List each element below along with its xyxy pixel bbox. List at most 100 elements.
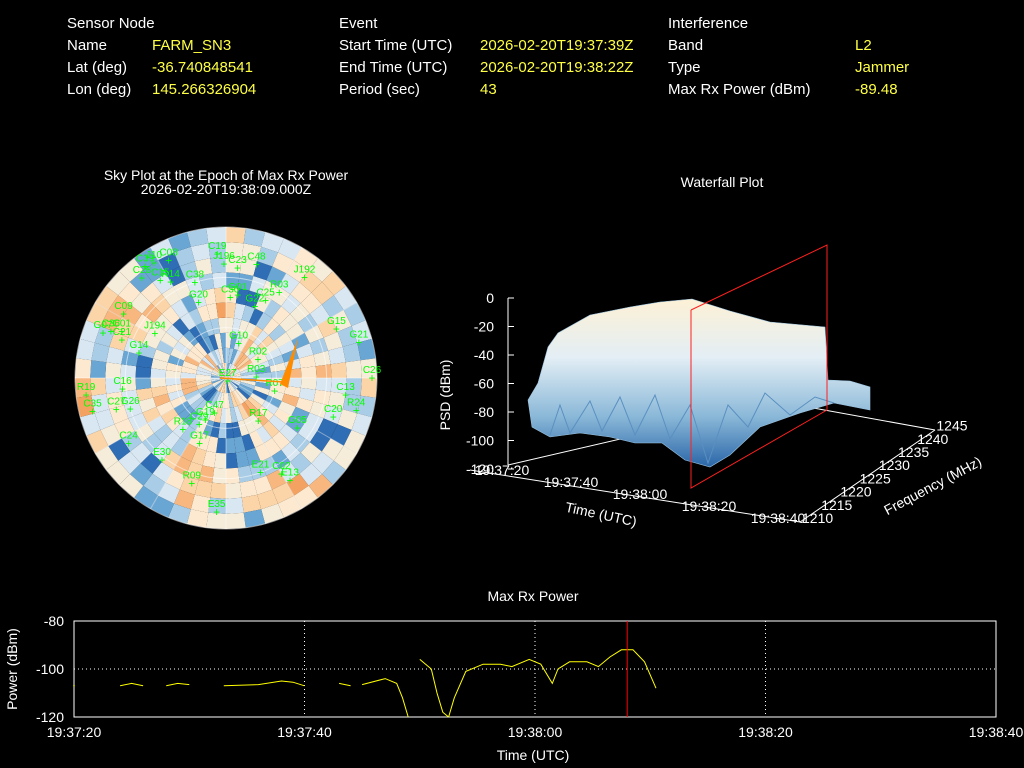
sky-cell xyxy=(178,405,194,421)
sky-cell xyxy=(241,374,257,378)
sky-cell xyxy=(330,378,347,394)
sky-cell xyxy=(76,338,95,361)
sky-cell xyxy=(222,378,226,393)
sky-cell xyxy=(196,370,212,376)
sky-cell xyxy=(194,342,208,357)
lon-label: Lon (deg) xyxy=(67,81,132,98)
sky-cell xyxy=(226,407,232,424)
sky-cell xyxy=(210,421,221,438)
sky-cell xyxy=(257,246,278,267)
sky-cell xyxy=(80,413,101,436)
satellite-marker: + xyxy=(235,336,242,350)
sky-cell xyxy=(129,463,153,486)
sky-cell xyxy=(194,258,213,276)
sky-cell xyxy=(197,305,211,323)
sky-cell xyxy=(250,350,266,363)
sky-cell xyxy=(330,362,347,378)
sky-cell xyxy=(214,348,223,364)
satellite-marker: + xyxy=(257,466,264,480)
satellite-label: C15 xyxy=(151,268,170,279)
sky-cell xyxy=(252,355,268,367)
satellite-label: C25 xyxy=(256,287,275,298)
satellite-marker: + xyxy=(107,325,114,339)
sky-cell xyxy=(311,281,334,305)
sky-cell xyxy=(233,436,246,453)
sky-cell xyxy=(109,331,129,351)
sky-cell xyxy=(261,232,284,253)
sky-cell xyxy=(183,410,199,426)
sky-cell xyxy=(321,438,344,461)
satellite-label: C21 xyxy=(113,327,132,338)
sky-cell xyxy=(309,401,329,419)
satellite-label: G20 xyxy=(189,289,208,300)
satellite-label: G26 xyxy=(121,396,140,407)
sky-cell xyxy=(185,461,203,481)
sky-cell xyxy=(226,376,242,378)
satellite-marker: + xyxy=(135,346,142,360)
series-line xyxy=(361,678,409,718)
sky-cell xyxy=(166,324,184,342)
sky-cell xyxy=(226,378,240,386)
sky-cell xyxy=(226,378,230,393)
sky-cell xyxy=(119,474,144,498)
satellite-label: C16 xyxy=(113,376,132,387)
sky-cell xyxy=(194,399,208,414)
satellite-marker: + xyxy=(220,257,227,271)
sky-cell xyxy=(207,390,219,405)
sky-cell xyxy=(212,378,226,386)
sky-cell xyxy=(214,367,226,378)
sky-cell xyxy=(100,424,122,446)
sky-cell xyxy=(226,363,230,378)
sky-cell xyxy=(263,437,282,457)
sky-cell xyxy=(315,378,332,392)
sky-cell xyxy=(165,469,186,490)
sky-cell xyxy=(293,247,318,271)
sky-spoke xyxy=(225,302,358,379)
y-tick-label: 1245 xyxy=(936,418,967,434)
satellite-label: R03 xyxy=(270,280,289,291)
satellite-label: R03 xyxy=(247,364,266,375)
sky-cell xyxy=(185,275,203,295)
sky-cell xyxy=(241,338,254,354)
sky-cell xyxy=(184,355,200,367)
line-chart-xlabel: Time (UTC) xyxy=(497,747,570,763)
sky-cell xyxy=(158,482,180,504)
sky-cell xyxy=(121,304,143,326)
sky-cell xyxy=(170,437,189,457)
sky-cell xyxy=(180,378,197,384)
sky-cell xyxy=(202,387,216,400)
sky-cell xyxy=(233,405,244,422)
sky-cell xyxy=(134,247,158,271)
satellite-marker: + xyxy=(253,258,260,272)
sky-cell xyxy=(249,430,264,448)
sky-cell xyxy=(226,497,244,514)
satellite-marker: + xyxy=(271,384,278,398)
sky-cell xyxy=(253,330,269,346)
sky-cell xyxy=(255,366,271,375)
sky-cell xyxy=(240,366,256,375)
start-time-label: Start Time (UTC) xyxy=(339,37,453,54)
waterfall-plot: Waterfall Plot 0-20-40-60-80-100-12019:3… xyxy=(437,174,984,529)
sky-cell xyxy=(231,421,242,438)
satellite-marker: + xyxy=(179,422,186,436)
sky-cell xyxy=(228,348,234,364)
sky-cell xyxy=(322,460,346,485)
sky-cell xyxy=(204,388,217,402)
sky-cell xyxy=(91,393,110,414)
satellite-marker: + xyxy=(118,325,125,339)
sky-cell xyxy=(240,370,256,376)
satellite-marker: + xyxy=(368,371,375,385)
waterfall-marker-plane xyxy=(690,244,828,489)
sky-cell xyxy=(186,509,209,528)
sky-cell xyxy=(108,295,131,318)
sky-cell xyxy=(195,374,211,378)
sky-cell xyxy=(109,405,129,425)
sky-cell xyxy=(297,313,318,333)
sky-cell xyxy=(147,415,167,434)
sky-cell xyxy=(174,489,195,510)
sky-cell xyxy=(211,378,226,382)
sky-cell xyxy=(300,366,317,378)
sky-cell xyxy=(323,405,343,425)
sky-cell xyxy=(240,381,256,390)
satellite-label: R09 xyxy=(183,470,202,481)
